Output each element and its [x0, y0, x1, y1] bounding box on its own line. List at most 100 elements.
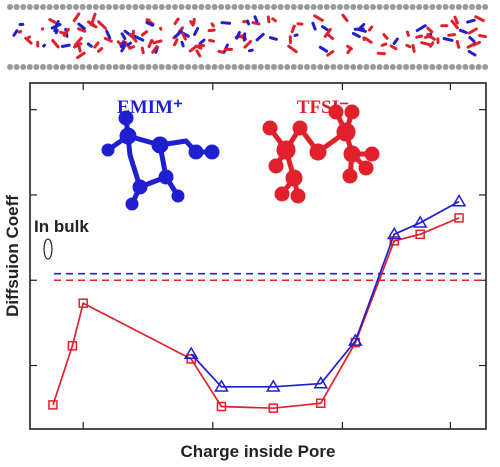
pore-ion	[287, 44, 298, 54]
pore-ion	[405, 43, 412, 49]
data-point-tfsi	[48, 400, 58, 410]
wall-atom	[79, 4, 86, 10]
wall-atom	[429, 64, 436, 70]
pore-ion	[93, 41, 100, 49]
wall-atom	[422, 64, 429, 70]
pore-ion	[151, 45, 159, 54]
wall-atom	[389, 4, 396, 10]
pore-ion	[326, 33, 335, 40]
pore-ion	[468, 36, 476, 43]
wall-atom	[469, 4, 475, 10]
wall-atom	[449, 64, 456, 70]
pore-ion	[405, 30, 410, 37]
wall-atom	[198, 64, 205, 70]
wall-atom	[363, 64, 370, 70]
wall-atom	[165, 4, 172, 10]
pore-ion	[389, 44, 398, 51]
pore-ion	[341, 13, 349, 22]
wall-atom	[304, 64, 310, 70]
wall-atom	[475, 64, 482, 70]
pore-ion	[128, 45, 136, 50]
wall-atom	[271, 64, 277, 70]
wall-atom	[33, 4, 40, 10]
pore-ion	[173, 38, 179, 47]
wall-atom	[26, 64, 33, 70]
wall-atom	[172, 64, 178, 70]
wall-atom	[403, 64, 409, 70]
pore-ion	[466, 41, 477, 49]
data-point-tfsi	[78, 298, 88, 308]
wall-atom	[132, 4, 139, 10]
pore-ion	[97, 20, 107, 30]
pore-ion	[181, 32, 187, 41]
wall-atom	[211, 4, 218, 10]
wall-atom	[112, 64, 119, 70]
pore-ion	[255, 32, 265, 42]
pore-ion	[351, 32, 361, 39]
wall-atom	[191, 4, 198, 10]
wall-atom	[422, 4, 429, 10]
pore-ion	[380, 42, 388, 47]
pore-ion	[208, 38, 216, 43]
pore-ion	[346, 44, 353, 51]
wall-atom	[218, 64, 225, 70]
wall-atom	[330, 4, 337, 10]
pore-ion	[77, 22, 86, 30]
wall-atom	[409, 4, 416, 10]
wall-atom	[145, 4, 152, 10]
pore-ion	[198, 38, 206, 45]
wall-atom	[290, 64, 297, 70]
pore-ion	[248, 48, 254, 53]
wall-atom	[59, 64, 66, 70]
wall-atom	[92, 4, 99, 10]
wall-atom	[257, 4, 264, 10]
data-point-emim	[386, 226, 402, 240]
data-point-tfsi	[67, 341, 78, 351]
pore-ion	[478, 34, 487, 39]
y-axis-label: Diffsuion Coeff	[3, 195, 22, 317]
data-point-emim	[214, 379, 229, 392]
wall-atom	[482, 64, 489, 70]
tfsi-molecule-icon	[262, 104, 380, 204]
pore-ion	[133, 34, 145, 42]
wall-atom	[449, 4, 456, 10]
data-point-emim	[265, 379, 281, 392]
pore-ion	[253, 15, 259, 23]
pore-ion	[180, 40, 185, 48]
wall-atom	[396, 4, 403, 10]
wall-atom	[20, 4, 27, 10]
wall-atom	[271, 4, 277, 10]
pore-ion	[42, 43, 46, 48]
pore-ion	[326, 50, 335, 57]
wall-atom	[455, 64, 462, 70]
pore-ion	[48, 18, 57, 24]
wall-atom	[119, 64, 126, 70]
pore-ion	[318, 45, 329, 53]
wall-atom	[462, 4, 469, 10]
pore-ion	[62, 27, 70, 37]
wall-atom	[356, 4, 363, 10]
wall-atom	[297, 64, 304, 70]
pore-ion	[50, 23, 62, 30]
pore-ion	[89, 23, 98, 29]
wall-atom	[178, 4, 185, 10]
pore-ion	[429, 41, 435, 48]
pore-ion	[466, 18, 476, 24]
pore-ion	[188, 45, 197, 53]
wall-atom	[310, 4, 317, 10]
wall-atom	[462, 64, 469, 70]
pore-ion	[453, 15, 459, 25]
pore-ion	[242, 32, 247, 42]
bulk-reference-lines	[54, 272, 484, 282]
series-layer	[48, 194, 467, 413]
wall-atom	[297, 4, 304, 10]
pore-ion	[243, 40, 253, 49]
wall-atom	[277, 4, 284, 10]
wall-atom	[396, 64, 403, 70]
pore-ion	[17, 29, 23, 34]
series-label-emim: EMIM⁺	[117, 97, 183, 118]
pore-ion	[411, 44, 416, 53]
pore-ion	[210, 22, 215, 28]
wall-atom	[205, 64, 211, 70]
pore-ion	[96, 47, 104, 53]
